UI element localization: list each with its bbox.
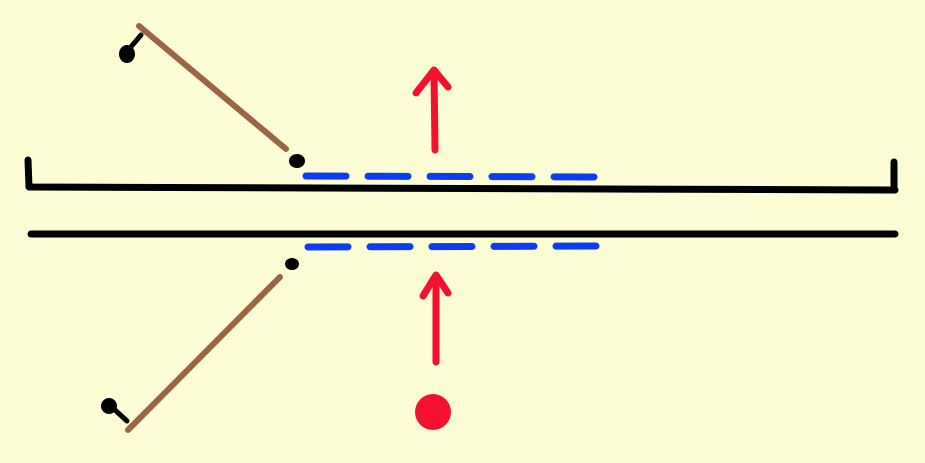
lower-flap-knob-icon: [101, 398, 117, 414]
upper-flap-rod: [136, 23, 289, 152]
upper-flap-knob-icon: [119, 45, 135, 63]
upper-gap-dashes: [302, 172, 606, 181]
lower-flap-rod: [125, 274, 283, 433]
upper-pivot-dot-icon: [289, 154, 305, 168]
lower-gap-dashes: [304, 242, 608, 251]
upper-arrow-up-icon: [412, 66, 452, 154]
upper-wall-left: [24, 156, 899, 194]
lower-arrow-up-icon: [419, 271, 452, 366]
lower-flap-handle: [112, 407, 130, 424]
upper-flap-handle: [127, 32, 144, 51]
lower-pivot-dot-icon: [285, 258, 299, 270]
ball-icon: [415, 394, 451, 430]
